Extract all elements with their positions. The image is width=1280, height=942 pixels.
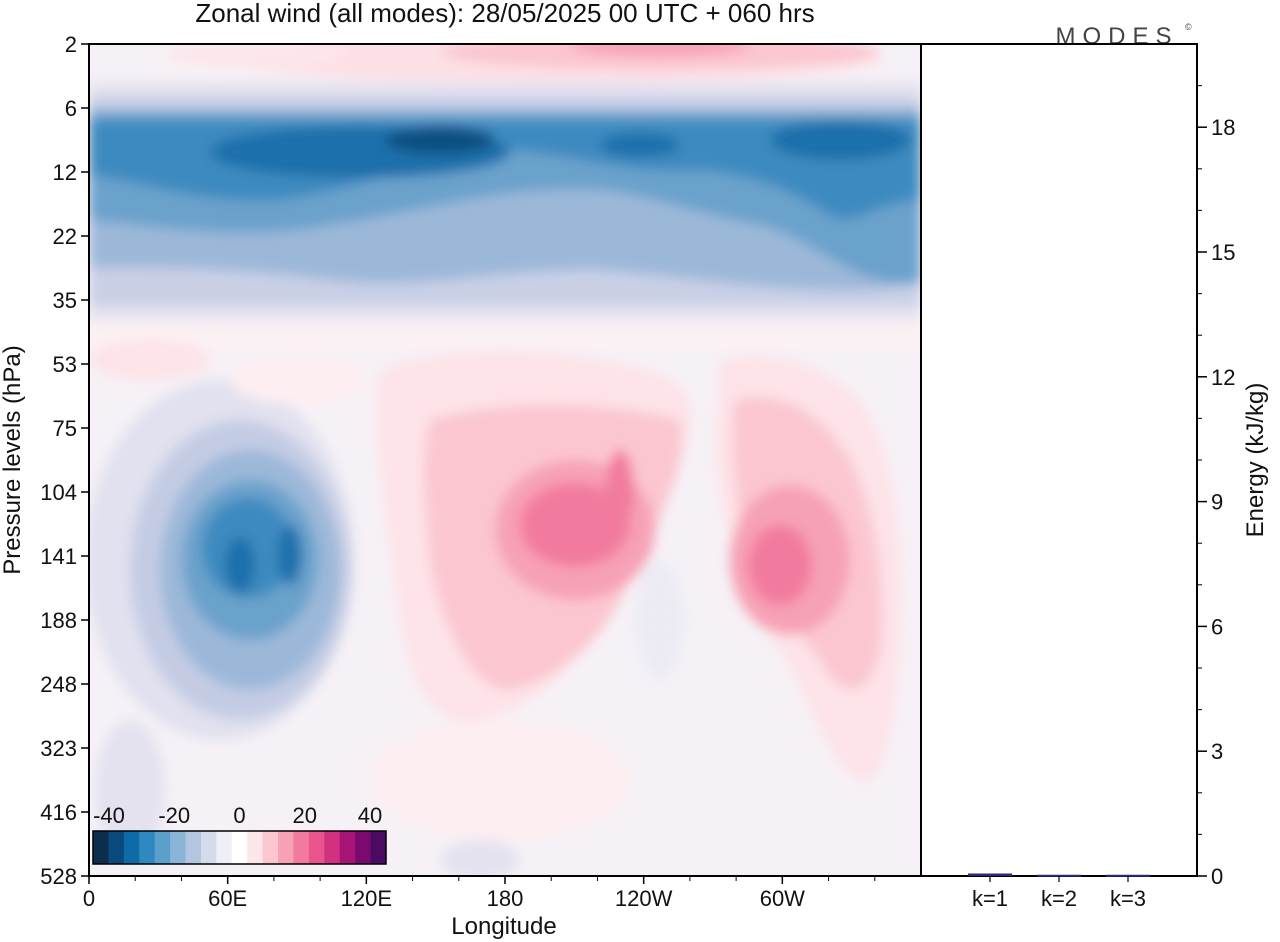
x-tick-label: 120W [615,886,673,911]
energy-bar [1106,874,1150,877]
x-axis-label: Longitude [451,913,556,940]
y-tick-label: 416 [40,800,77,825]
energy-y-tick-label: 9 [1211,490,1223,515]
colorbar-tick-label: -40 [93,803,125,828]
colorbar-swatch [308,831,325,864]
y-tick-label: 22 [53,224,77,249]
energy-bars [968,873,1150,877]
y-tick-label: 6 [65,96,77,121]
y-tick-label: 188 [40,608,77,633]
x-tick-label: 180 [487,886,524,911]
colorbar-tick-label: -20 [158,803,190,828]
energy-frame [920,43,1198,877]
heatmap-panel: 2 6 12 22 35 53 75 104 141 188 248 323 416 528 0 60E 12… [0,32,922,940]
energy-y-tick-label: 18 [1211,115,1235,140]
colorbar-tick-label: 0 [233,803,245,828]
y-tick-label: 104 [40,480,77,505]
x-tick-label: 60E [208,886,247,911]
energy-x-tick-label: k=1 [972,886,1008,911]
logo-mark: © [1185,22,1192,32]
colorbar-swatch [216,831,233,864]
x-axis: 0 60E 120E 180 120W 60W [83,876,876,911]
colorbar-swatch [324,831,341,864]
energy-y-tick-label: 3 [1211,739,1223,764]
energy-x-tick-label: k=2 [1041,886,1077,911]
energy-y-tick-label: 6 [1211,614,1223,639]
x-tick-label: 120E [341,886,392,911]
y-axis-label: Pressure levels (hPa) [0,345,26,574]
y-tick-label: 141 [40,544,77,569]
colorbar-swatch [339,831,356,864]
y-axis: 2 6 12 22 35 53 75 104 141 188 248 323 416 528 [40,32,89,889]
y-tick-label: 2 [65,32,77,57]
colorbar-swatch [200,831,217,864]
energy-y-tick-label: 12 [1211,365,1235,390]
y-tick-label: 75 [53,416,77,441]
x-tick-label: 60W [760,886,805,911]
colorbar-swatch [262,831,279,864]
colorbar-swatch [108,831,125,864]
energy-x-axis: k=1 k=2 k=3 [972,876,1146,911]
y-tick-label: 323 [40,736,77,761]
energy-x-tick-label: k=3 [1110,886,1146,911]
colorbar-swatch [370,831,387,864]
energy-y-axis-label: Energy (kJ/kg) [1242,383,1269,538]
chart-title: Zonal wind (all modes): 28/05/2025 00 UT… [195,0,814,28]
colorbar-swatch [154,831,171,864]
colorbar-swatch [139,831,156,864]
energy-y-tick-label: 0 [1211,864,1223,889]
heatmap-field [89,44,921,876]
y-tick-label: 248 [40,672,77,697]
colorbar-swatch [170,831,187,864]
colorbar-swatch [93,831,109,864]
colorbar-swatch [278,831,294,864]
colorbar-tick-label: 20 [293,803,317,828]
colorbar-swatch [247,831,264,864]
colorbar-tick-label: 40 [358,803,382,828]
colorbar-swatch [293,831,310,864]
energy-y-tick-label: 15 [1211,240,1235,265]
colorbar: -40 -20 0 20 40 [92,803,387,865]
energy-panel: 0 3 6 9 12 15 18 k=1 k=2 k=3 Energy (kJ/kg) [920,43,1269,911]
colorbar-frame [92,830,387,865]
x-tick-label: 0 [83,886,95,911]
energy-bar [968,873,1012,876]
energy-bar [1037,874,1081,877]
y-tick-label: 528 [40,864,77,889]
y-tick-label: 53 [53,352,77,377]
colorbar-swatch [231,831,248,864]
y-tick-label: 12 [53,160,77,185]
colorbar-swatch [185,831,202,864]
energy-y-axis: 0 3 6 9 12 15 18 [1197,85,1235,889]
colorbar-swatch [355,831,372,864]
y-tick-label: 35 [53,288,77,313]
colorbar-swatch [123,831,140,864]
